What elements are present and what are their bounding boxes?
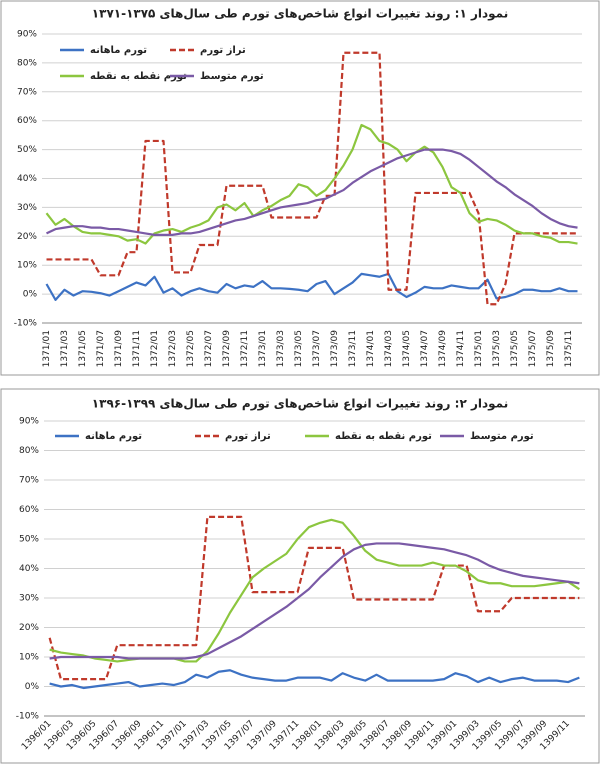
- series-line: [49, 542, 580, 660]
- legend-label: تورم متوسط: [470, 431, 534, 442]
- x-tick-label: 1371/03: [60, 330, 70, 367]
- y-tick-label: 10%: [19, 653, 39, 663]
- x-tick-label: 1373/07: [312, 330, 322, 367]
- y-tick-label: 10%: [17, 261, 37, 271]
- x-tick-label: 1372/01: [150, 330, 160, 367]
- x-tick-label: 1373/01: [258, 330, 268, 367]
- series-line: [45, 123, 578, 245]
- legend-label: تورم نقطه به نقطه: [90, 71, 187, 82]
- y-tick-label: 80%: [19, 446, 39, 456]
- y-tick-label: 40%: [19, 564, 39, 574]
- x-tick-label: 1375/03: [492, 330, 502, 367]
- x-tick-label: 1372/09: [222, 330, 232, 368]
- series-line: [46, 148, 578, 236]
- y-tick-label: -10%: [16, 712, 40, 722]
- legend-label: تورم ماهانه: [85, 431, 142, 442]
- y-tick-label: 60%: [17, 116, 37, 126]
- series-line: [45, 272, 578, 301]
- series-line: [48, 515, 580, 681]
- series-line: [46, 51, 578, 306]
- y-tick-label: 30%: [17, 203, 37, 213]
- legend-label: تورم نقطه به نقطه: [335, 431, 432, 442]
- x-tick-label: 1375/11: [564, 330, 574, 367]
- series-line: [49, 669, 580, 690]
- y-tick-label: 70%: [17, 87, 37, 97]
- x-tick-label: 1375/09: [546, 330, 556, 368]
- x-tick-label: 1373/11: [348, 330, 358, 367]
- legend-label: تراز تورم: [200, 45, 246, 56]
- y-tick-label: 90%: [17, 30, 37, 40]
- chart-title: نمودار ۲: روند تغییرات انواع شاخص‌های تو…: [92, 397, 508, 412]
- y-tick-label: 0%: [25, 682, 40, 692]
- x-tick-label: 1374/01: [366, 330, 376, 367]
- panel-frame: [0, 388, 600, 764]
- x-tick-label: 1374/05: [402, 330, 412, 367]
- legend-label: تورم ماهانه: [90, 45, 147, 56]
- y-tick-label: 50%: [19, 535, 39, 545]
- x-tick-label: 1372/05: [186, 330, 196, 367]
- y-tick-label: 0%: [23, 290, 38, 300]
- legend-label: تراز تورم: [225, 431, 271, 442]
- y-tick-label: 70%: [19, 476, 39, 486]
- y-tick-label: 20%: [17, 232, 37, 242]
- y-tick-label: 50%: [17, 145, 37, 155]
- y-tick-label: 40%: [17, 174, 37, 184]
- x-tick-label: 1373/03: [276, 330, 286, 367]
- x-tick-label: 1373/05: [294, 330, 304, 367]
- x-tick-label: 1374/09: [438, 330, 448, 368]
- x-tick-label: 1373/09: [330, 330, 340, 368]
- x-tick-label: 1371/07: [96, 330, 106, 367]
- x-tick-label: 1375/07: [528, 330, 538, 367]
- x-tick-label: 1375/01: [474, 330, 484, 367]
- y-tick-label: 60%: [19, 505, 39, 515]
- x-tick-label: 1371/09: [114, 330, 124, 368]
- x-tick-label: 1371/01: [42, 330, 52, 367]
- y-tick-label: 20%: [19, 623, 39, 633]
- y-tick-label: 80%: [17, 58, 37, 68]
- x-tick-label: 1374/07: [420, 330, 430, 367]
- series-line: [49, 518, 580, 663]
- chart-title: نمودار ۱: روند تغییرات انواع شاخص‌های تو…: [92, 7, 508, 22]
- x-tick-label: 1371/05: [78, 330, 88, 367]
- y-tick-label: 90%: [19, 417, 39, 427]
- y-tick-label: 30%: [19, 594, 39, 604]
- panel-frame: [0, 0, 600, 376]
- y-tick-label: -10%: [14, 319, 38, 329]
- x-tick-label: 1371/11: [132, 330, 142, 367]
- x-tick-label: 1372/11: [240, 330, 250, 367]
- x-tick-label: 1374/11: [456, 330, 466, 367]
- legend-label: تورم متوسط: [200, 71, 264, 82]
- x-tick-label: 1372/07: [204, 330, 214, 367]
- x-tick-label: 1372/03: [168, 330, 178, 367]
- x-tick-label: 1375/05: [510, 330, 520, 367]
- x-tick-label: 1374/03: [384, 330, 394, 367]
